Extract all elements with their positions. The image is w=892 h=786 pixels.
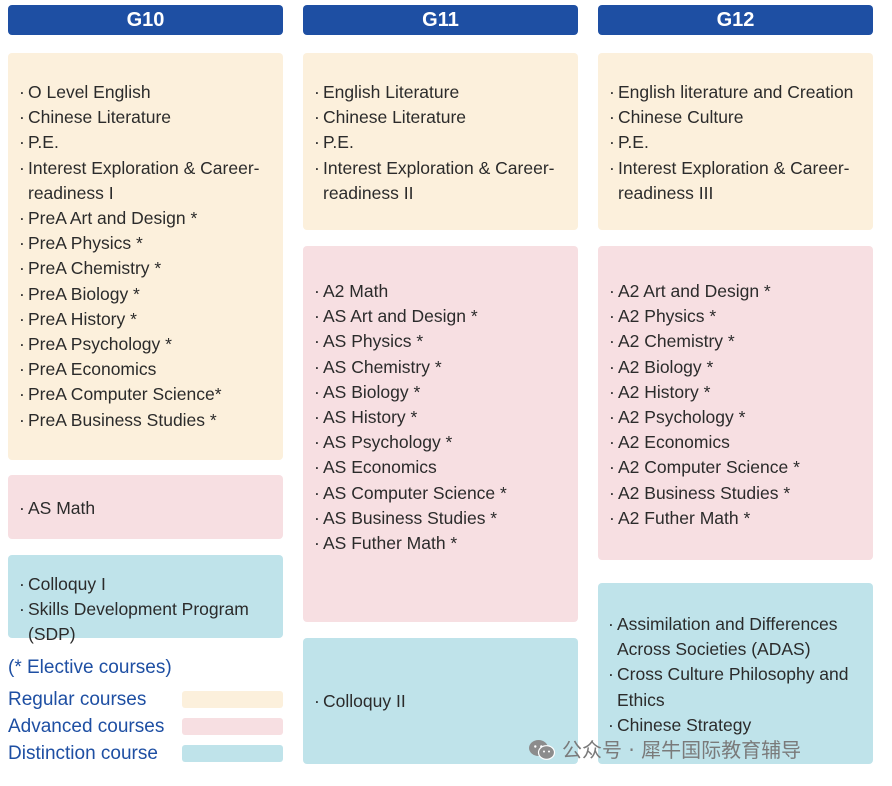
- g10-regular-list: O Level EnglishChinese LiteratureP.E.Int…: [19, 80, 283, 433]
- g11-distinction-list: Colloquy II: [314, 689, 578, 714]
- course-item: AS Futher Math *: [314, 531, 578, 556]
- g12-distinction-box: Assimilation and Differences Across Soci…: [598, 583, 873, 764]
- legend-regular: Regular courses: [8, 689, 283, 711]
- course-item: AS Economics: [314, 455, 578, 480]
- course-item: P.E.: [609, 130, 873, 155]
- legend-regular-swatch: [182, 691, 283, 708]
- g12-advanced-box: A2 Art and Design *A2 Physics *A2 Chemis…: [598, 246, 873, 560]
- course-item: Interest Exploration & Career-readiness …: [19, 156, 283, 206]
- elective-note: (* Elective courses): [8, 657, 172, 678]
- course-item: A2 Art and Design *: [609, 279, 873, 304]
- course-item: English literature and Creation: [609, 80, 873, 105]
- header-g12: G12: [598, 5, 873, 35]
- header-g10: G10: [8, 5, 283, 35]
- course-item: Chinese Culture: [609, 105, 873, 130]
- course-item: A2 Psychology *: [609, 405, 873, 430]
- course-item: A2 Economics: [609, 430, 873, 455]
- course-item: Colloquy II: [314, 689, 578, 714]
- course-item: A2 Computer Science *: [609, 455, 873, 480]
- g10-advanced-box: AS Math: [8, 475, 283, 539]
- course-item: Cross Culture Philosophy and Ethics: [608, 662, 873, 712]
- g11-regular-box: English LiteratureChinese LiteratureP.E.…: [303, 53, 578, 230]
- legend-advanced-label: Advanced courses: [8, 716, 165, 737]
- course-item: PreA Business Studies *: [19, 408, 283, 433]
- course-item: AS Math: [19, 496, 283, 521]
- course-item: PreA History *: [19, 307, 283, 332]
- course-item: Skills Development Program (SDP): [19, 597, 283, 647]
- g11-distinction-box: Colloquy II: [303, 638, 578, 764]
- legend-distinction: Distinction course: [8, 743, 283, 765]
- course-item: AS Art and Design *: [314, 304, 578, 329]
- course-item: A2 Chemistry *: [609, 329, 873, 354]
- g12-advanced-list: A2 Art and Design *A2 Physics *A2 Chemis…: [609, 279, 873, 531]
- course-item: AS Biology *: [314, 380, 578, 405]
- course-item: P.E.: [314, 130, 578, 155]
- course-item: PreA Psychology *: [19, 332, 283, 357]
- course-item: P.E.: [19, 130, 283, 155]
- g12-regular-box: English literature and CreationChinese C…: [598, 53, 873, 230]
- g11-advanced-list: A2 MathAS Art and Design *AS Physics *AS…: [314, 279, 578, 556]
- course-item: PreA Physics *: [19, 231, 283, 256]
- g10-regular-box: O Level EnglishChinese LiteratureP.E.Int…: [8, 53, 283, 460]
- g12-regular-list: English literature and CreationChinese C…: [609, 80, 873, 206]
- header-g11: G11: [303, 5, 578, 35]
- legend-regular-label: Regular courses: [8, 689, 147, 710]
- legend-advanced: Advanced courses: [8, 716, 283, 738]
- course-item: PreA Chemistry *: [19, 256, 283, 281]
- watermark-text: 公众号 · 犀牛国际教育辅导: [562, 738, 802, 762]
- course-item: Chinese Literature: [314, 105, 578, 130]
- course-item: PreA Art and Design *: [19, 206, 283, 231]
- course-item: A2 Business Studies *: [609, 481, 873, 506]
- watermark: 公众号 · 犀牛国际教育辅导: [528, 736, 801, 764]
- course-item: AS History *: [314, 405, 578, 430]
- course-item: PreA Computer Science*: [19, 382, 283, 407]
- course-item: A2 Biology *: [609, 355, 873, 380]
- course-item: AS Computer Science *: [314, 481, 578, 506]
- course-item: Assimilation and Differences Across Soci…: [608, 612, 873, 662]
- course-item: Interest Exploration & Career-readiness …: [314, 156, 578, 206]
- course-item: English Literature: [314, 80, 578, 105]
- course-item: Colloquy I: [19, 572, 283, 597]
- g10-distinction-list: Colloquy ISkills Development Program (SD…: [19, 572, 283, 648]
- course-item: Chinese Literature: [19, 105, 283, 130]
- course-item: AS Business Studies *: [314, 506, 578, 531]
- course-item: PreA Economics: [19, 357, 283, 382]
- course-item: Interest Exploration & Career-readiness …: [609, 156, 873, 206]
- legend-advanced-swatch: [182, 718, 283, 735]
- g11-advanced-box: A2 MathAS Art and Design *AS Physics *AS…: [303, 246, 578, 622]
- course-item: Chinese Strategy: [608, 713, 873, 738]
- g10-distinction-box: Colloquy ISkills Development Program (SD…: [8, 555, 283, 644]
- legend-distinction-swatch: [182, 745, 283, 762]
- g10-advanced-list: AS Math: [19, 496, 283, 521]
- course-item: AS Physics *: [314, 329, 578, 354]
- course-item: PreA Biology *: [19, 282, 283, 307]
- g12-distinction-list: Assimilation and Differences Across Soci…: [608, 612, 873, 738]
- course-item: O Level English: [19, 80, 283, 105]
- course-item: A2 Futher Math *: [609, 506, 873, 531]
- course-item: A2 Math: [314, 279, 578, 304]
- wechat-icon: [529, 740, 556, 760]
- legend-distinction-label: Distinction course: [8, 743, 158, 764]
- course-item: AS Chemistry *: [314, 355, 578, 380]
- course-item: A2 Physics *: [609, 304, 873, 329]
- g11-regular-list: English LiteratureChinese LiteratureP.E.…: [314, 80, 578, 206]
- course-item: AS Psychology *: [314, 430, 578, 455]
- course-item: A2 History *: [609, 380, 873, 405]
